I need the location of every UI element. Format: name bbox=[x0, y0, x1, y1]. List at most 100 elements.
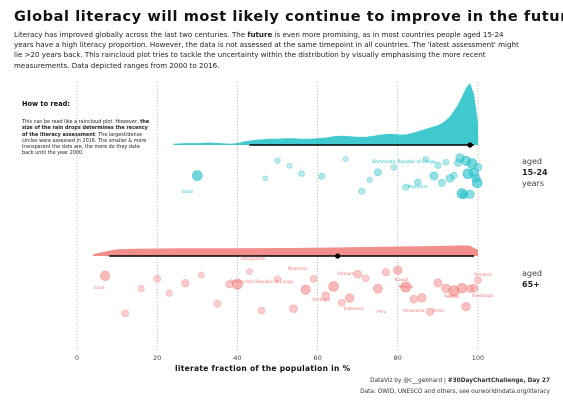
rain-drop-old-32 bbox=[456, 282, 468, 294]
rain-drop-young-13 bbox=[422, 155, 430, 163]
annotation-label-old-3: Myanmar bbox=[288, 266, 308, 271]
rain-drop-old-10 bbox=[245, 268, 253, 276]
rain-drop-young-5 bbox=[318, 172, 326, 180]
group-label-young: aged 15-24 years bbox=[522, 156, 548, 189]
caption-credit-prefix: DataViz by @c__gebhard | bbox=[370, 378, 448, 384]
rain-drop-old-27 bbox=[417, 293, 427, 303]
rain-drop-young-18 bbox=[445, 174, 455, 183]
x-tick-label-20: 20 bbox=[153, 354, 161, 362]
subtitle-part-1: Literacy has improved globally across th… bbox=[14, 30, 248, 39]
group-label-young-line1: aged bbox=[522, 157, 542, 166]
how-to-read-text: This can be read like a raincloud plot. … bbox=[22, 119, 152, 157]
rain-drop-old-18 bbox=[337, 299, 346, 307]
how-to-read-heading: How to read: bbox=[22, 100, 70, 108]
rain-drop-young-10 bbox=[390, 164, 398, 171]
rain-drop-young-12 bbox=[414, 178, 422, 186]
caption-credit-bold: #30DayChartChallenge, Day 27 bbox=[447, 378, 550, 384]
series-young bbox=[173, 83, 483, 200]
rain-drop-young-17 bbox=[442, 158, 450, 166]
group-label-young-line2: 15-24 bbox=[522, 167, 548, 178]
density-cloud-young bbox=[173, 83, 478, 145]
group-label-old-line2: 65+ bbox=[522, 279, 542, 290]
x-tick-label-60: 60 bbox=[313, 354, 321, 362]
rain-drop-old-21 bbox=[361, 274, 370, 283]
rain-drop-old-1 bbox=[121, 309, 129, 318]
rain-drop-old-3 bbox=[153, 274, 162, 283]
rain-drop-young-9 bbox=[373, 168, 382, 177]
how-to-read-text-1: This can be read like a raincloud plot. … bbox=[22, 119, 141, 125]
annotation-label-old-6: Indonesia bbox=[344, 306, 365, 311]
group-label-old-line2-bold: 65+ bbox=[522, 280, 540, 289]
rain-drop-young-8 bbox=[366, 176, 373, 183]
annotation-label-old-5: Portugal bbox=[313, 297, 330, 302]
rain-drop-old-15 bbox=[309, 275, 318, 283]
rain-drop-young-1 bbox=[262, 175, 269, 182]
annotation-label-old-11: Oman bbox=[432, 308, 445, 313]
rain-drop-young-26 bbox=[465, 189, 475, 199]
x-tick-labels: 0 20 40 60 80 100 bbox=[75, 354, 484, 362]
rain-drop-young-16 bbox=[438, 179, 446, 187]
annotation-label-old-9: Peru bbox=[377, 309, 387, 314]
rain-drop-old-35 bbox=[469, 283, 479, 293]
annotation-label-young-2: Myanmar bbox=[408, 184, 428, 189]
rain-drop-old-24 bbox=[393, 265, 403, 275]
rain-drop-old-26 bbox=[409, 295, 419, 304]
annotation-label-old-13: Spain bbox=[444, 293, 456, 298]
rain-drop-old-33 bbox=[461, 301, 471, 312]
x-axis-label: literate fraction of the population in % bbox=[175, 364, 351, 373]
rain-drop-old-29 bbox=[433, 278, 443, 288]
rain-drop-young-30 bbox=[471, 177, 483, 189]
group-label-old-line1: aged bbox=[522, 269, 542, 278]
caption-source: Data: OWID, UNESCO and others, see ourwo… bbox=[360, 389, 550, 395]
annotation-label-old-0: Chad bbox=[94, 285, 105, 290]
x-tick-label-40: 40 bbox=[233, 354, 241, 362]
rain-drop-young-11 bbox=[402, 183, 410, 191]
density-cloud-old bbox=[93, 245, 478, 256]
rain-drop-old-23 bbox=[381, 268, 390, 277]
rain-drop-young-0 bbox=[192, 170, 203, 181]
group-label-young-line3: years bbox=[522, 179, 545, 188]
rain-drop-old-6 bbox=[197, 271, 205, 279]
rain-drop-old-20 bbox=[353, 270, 362, 279]
rain-drop-old-0 bbox=[100, 270, 111, 281]
rain-drop-old-36 bbox=[474, 276, 482, 284]
rain-drop-old-14 bbox=[300, 284, 311, 295]
rain-drop-old-5 bbox=[181, 279, 190, 288]
group-label-old: aged 65+ bbox=[522, 268, 542, 290]
x-tick-label-0: 0 bbox=[75, 354, 79, 362]
annotation-label-young-1: Democratic Republic of Congo bbox=[372, 159, 436, 164]
rain-drop-old-19 bbox=[345, 293, 355, 303]
annotation-label-old-4: Vietnam bbox=[337, 271, 354, 276]
rain-drop-old-12 bbox=[273, 275, 282, 283]
rain-drop-old-28 bbox=[425, 307, 434, 316]
rain-drop-young-7 bbox=[358, 187, 366, 195]
annotation-label-old-10: Venezuela bbox=[403, 308, 425, 313]
annotation-label-old-7: Mexico bbox=[398, 284, 413, 289]
how-to-read-text-bold: the size of the rain drops determines th… bbox=[22, 119, 150, 138]
rain-drop-young-3 bbox=[286, 162, 293, 169]
rain-drop-young-2 bbox=[274, 157, 281, 164]
x-tick-label-100: 100 bbox=[472, 354, 484, 362]
mean-point-old bbox=[335, 253, 341, 259]
rain-drop-old-2 bbox=[137, 285, 145, 292]
rain-drop-young-15 bbox=[434, 161, 442, 169]
rain-drop-old-7 bbox=[213, 299, 222, 308]
rain-drop-young-14 bbox=[429, 171, 439, 181]
rain-drop-old-11 bbox=[257, 306, 266, 315]
annotation-label-old-2: Democratic Republic of Congo bbox=[230, 279, 294, 284]
annotation-label-old-12: Israel bbox=[448, 294, 459, 299]
subtitle-part-2: is even more promising, as in most count… bbox=[14, 30, 519, 70]
annotation-label-old-8: Kuwait bbox=[395, 277, 409, 282]
annotation-label-old-14: Armenia bbox=[474, 272, 492, 277]
caption-credit: DataViz by @c__gebhard | #30DayChartChal… bbox=[370, 378, 550, 384]
annotations: Chad Democratic Republic of Congo Myanmar C… bbox=[94, 159, 495, 314]
x-tick-label-80: 80 bbox=[394, 354, 402, 362]
series-old bbox=[93, 245, 482, 318]
rain-drop-old-4 bbox=[165, 289, 173, 297]
rain-drop-old-25 bbox=[400, 281, 412, 293]
rain-drop-young-31 bbox=[473, 162, 483, 172]
annotation-label-young-0: Chad bbox=[182, 189, 193, 194]
subtitle-bold: future bbox=[247, 30, 273, 39]
rain-drop-old-16 bbox=[321, 291, 330, 300]
